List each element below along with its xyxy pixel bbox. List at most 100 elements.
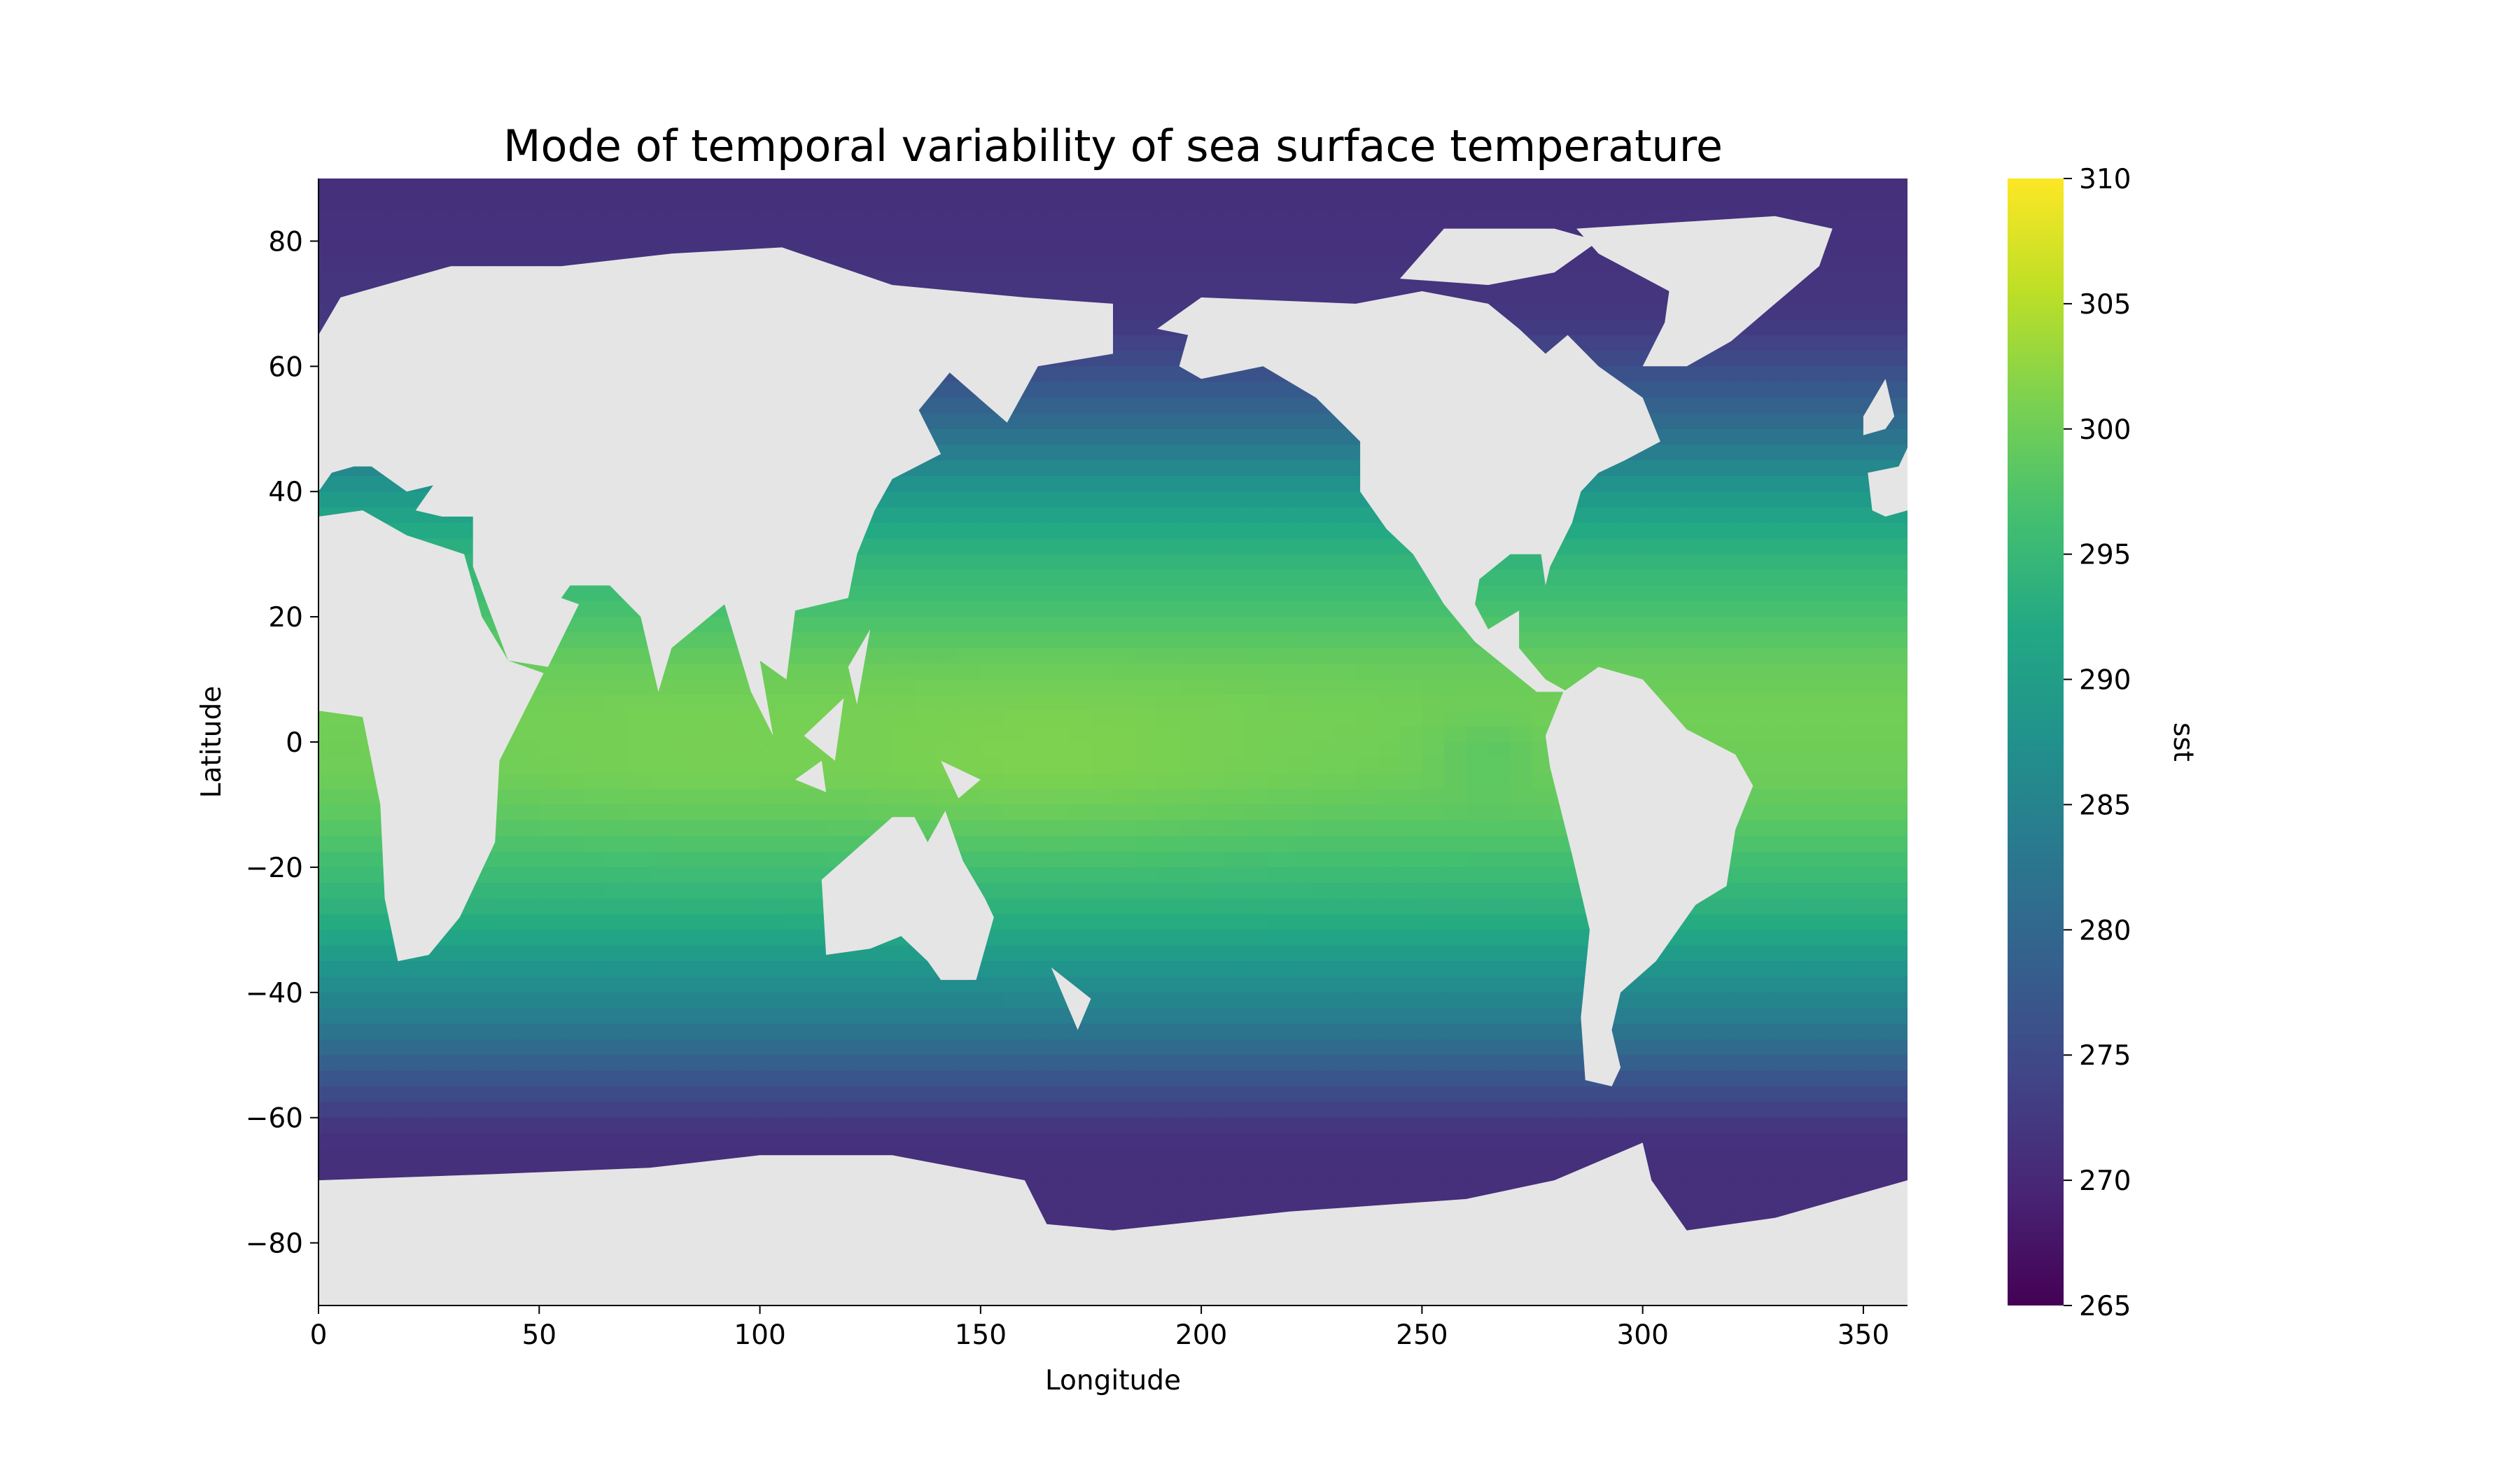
sst-cell — [1378, 272, 1401, 289]
sst-cell — [848, 726, 871, 743]
sst-cell — [671, 961, 694, 978]
sst-cell — [340, 194, 363, 211]
sst-cell — [1311, 664, 1335, 680]
sst-cell — [1753, 976, 1776, 993]
sst-cell — [694, 742, 717, 759]
sst-cell — [1774, 382, 1798, 398]
sst-cell — [517, 789, 540, 806]
sst-cell — [694, 710, 717, 727]
sst-cell — [694, 648, 717, 664]
sst-cell — [1135, 617, 1158, 634]
sst-cell — [1157, 914, 1180, 931]
sst-cell — [892, 585, 915, 602]
sst-cell — [1576, 256, 1600, 273]
sst-cell — [1863, 570, 1886, 587]
sst-cell — [1245, 898, 1268, 915]
sst-cell — [1510, 1133, 1533, 1150]
sst-cell — [1709, 475, 1732, 493]
sst-cell — [495, 1102, 518, 1119]
sst-cell — [1201, 617, 1224, 634]
sst-cell — [1841, 914, 1864, 931]
sst-cell — [1179, 930, 1202, 946]
sst-cell — [1753, 992, 1776, 1009]
sst-cell — [605, 945, 629, 962]
sst-cell — [1576, 522, 1600, 540]
sst-cell — [804, 961, 827, 978]
sst-cell — [1863, 851, 1886, 868]
sst-cell — [1113, 1180, 1136, 1197]
sst-cell — [738, 992, 761, 1009]
sst-cell — [1841, 601, 1864, 617]
sst-cell — [1686, 554, 1709, 570]
sst-cell — [804, 883, 827, 899]
sst-cell — [1002, 757, 1026, 774]
sst-cell — [1135, 773, 1158, 790]
sst-cell — [1201, 538, 1224, 555]
sst-cell — [1179, 209, 1202, 226]
sst-cell — [826, 664, 849, 680]
sst-cell — [1267, 194, 1290, 211]
sst-cell — [1620, 1117, 1644, 1134]
sst-cell — [1113, 225, 1136, 242]
sst-cell — [561, 1023, 584, 1040]
sst-cell — [1223, 475, 1246, 493]
sst-cell — [1665, 491, 1688, 508]
sst-cell — [472, 1102, 496, 1119]
sst-cell — [1113, 288, 1136, 304]
sst-cell — [848, 1023, 871, 1040]
sst-cell — [870, 538, 893, 555]
sst-cell — [1046, 820, 1070, 836]
sst-cell — [694, 961, 717, 978]
sst-cell — [671, 898, 694, 915]
sst-cell — [1466, 789, 1489, 806]
sst-cell — [1024, 1023, 1048, 1040]
sst-cell — [1686, 961, 1709, 978]
sst-cell — [1201, 1149, 1224, 1166]
sst-cell — [649, 757, 673, 774]
sst-cell — [1532, 1008, 1555, 1025]
sst-cell — [1686, 976, 1709, 993]
sst-cell — [870, 1008, 893, 1025]
sst-cell — [1245, 1164, 1268, 1181]
sst-cell — [958, 1149, 981, 1166]
sst-cell — [1443, 178, 1467, 195]
sst-cell — [1355, 679, 1379, 696]
sst-cell — [1024, 1008, 1048, 1025]
sst-cell — [1642, 1117, 1665, 1134]
sst-cell — [1002, 945, 1026, 962]
sst-cell — [1863, 209, 1886, 226]
sst-cell — [1730, 1196, 1754, 1212]
sst-cell — [914, 976, 937, 993]
sst-cell — [1576, 209, 1600, 226]
sst-cell — [1885, 867, 1907, 884]
sst-cell — [605, 194, 629, 211]
sst-cell — [1488, 1070, 1511, 1087]
sst-cell — [1598, 617, 1621, 634]
sst-cell — [1399, 194, 1423, 211]
sst-cell — [1245, 209, 1268, 226]
sst-cell — [517, 209, 540, 226]
sst-cell — [1157, 617, 1180, 634]
sst-cell — [1135, 570, 1158, 587]
sst-cell — [782, 976, 805, 993]
sst-cell — [1466, 820, 1489, 836]
sst-cell — [715, 1133, 738, 1150]
sst-cell — [870, 256, 893, 273]
sst-cell — [1113, 444, 1136, 461]
sst-cell — [1753, 1117, 1776, 1134]
sst-cell — [517, 898, 540, 915]
sst-cell — [1267, 789, 1290, 806]
sst-cell — [1289, 460, 1312, 477]
sst-cell — [1466, 178, 1489, 195]
sst-cell — [1334, 710, 1357, 727]
sst-cell — [1576, 178, 1600, 195]
sst-cell — [1466, 1023, 1489, 1040]
sst-cell — [1355, 1055, 1379, 1072]
sst-cell — [561, 851, 584, 868]
sst-cell — [340, 1164, 363, 1181]
sst-cell — [1665, 554, 1688, 570]
sst-cell — [1223, 1149, 1246, 1166]
sst-cell — [826, 820, 849, 836]
sst-cell — [1135, 804, 1158, 821]
sst-cell — [1002, 992, 1026, 1009]
